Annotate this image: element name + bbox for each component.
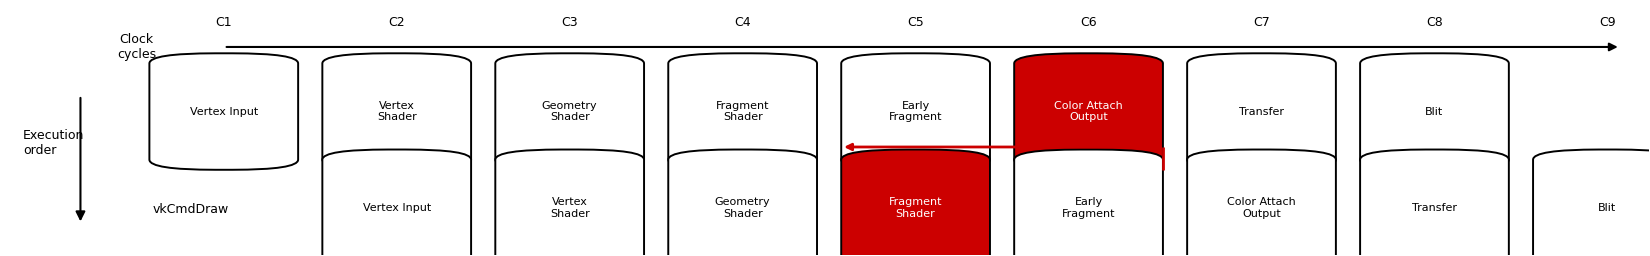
FancyBboxPatch shape (1015, 150, 1163, 256)
Text: Vertex
Shader: Vertex Shader (549, 197, 589, 219)
Text: Clock
cycles: Clock cycles (117, 33, 157, 61)
FancyBboxPatch shape (668, 150, 817, 256)
Text: Fragment
Shader: Fragment Shader (716, 101, 769, 122)
Text: Blit: Blit (1599, 203, 1617, 213)
FancyBboxPatch shape (1186, 53, 1336, 170)
Text: C1: C1 (216, 16, 233, 29)
Text: C7: C7 (1252, 16, 1270, 29)
Text: C3: C3 (561, 16, 577, 29)
Text: Early
Fragment: Early Fragment (1063, 197, 1115, 219)
FancyBboxPatch shape (842, 53, 990, 170)
Text: C4: C4 (734, 16, 751, 29)
Text: Color Attach
Output: Color Attach Output (1054, 101, 1124, 122)
Text: C5: C5 (908, 16, 924, 29)
FancyBboxPatch shape (495, 150, 644, 256)
FancyBboxPatch shape (1360, 150, 1508, 256)
Text: vkCmdDraw: vkCmdDraw (153, 105, 229, 118)
Text: Vertex
Shader: Vertex Shader (376, 101, 416, 122)
Text: C9: C9 (1599, 16, 1615, 29)
Text: Transfer: Transfer (1412, 203, 1457, 213)
Text: vkCmdDraw: vkCmdDraw (153, 202, 229, 216)
FancyBboxPatch shape (1533, 150, 1650, 256)
Text: C8: C8 (1426, 16, 1442, 29)
Text: Transfer: Transfer (1239, 106, 1284, 116)
Text: Blit: Blit (1426, 106, 1444, 116)
FancyBboxPatch shape (1186, 150, 1336, 256)
Text: Geometry
Shader: Geometry Shader (541, 101, 597, 122)
Text: Fragment
Shader: Fragment Shader (889, 197, 942, 219)
FancyBboxPatch shape (1015, 53, 1163, 170)
Text: C6: C6 (1081, 16, 1097, 29)
FancyBboxPatch shape (1360, 53, 1508, 170)
Text: Color Attach
Output: Color Attach Output (1228, 197, 1295, 219)
Text: Execution
order: Execution order (23, 129, 84, 157)
FancyBboxPatch shape (495, 53, 644, 170)
Text: Early
Fragment: Early Fragment (889, 101, 942, 122)
FancyBboxPatch shape (322, 150, 472, 256)
Text: Vertex Input: Vertex Input (363, 203, 431, 213)
FancyBboxPatch shape (668, 53, 817, 170)
FancyBboxPatch shape (842, 150, 990, 256)
FancyBboxPatch shape (322, 53, 472, 170)
FancyBboxPatch shape (150, 53, 299, 170)
Text: C2: C2 (388, 16, 404, 29)
Text: Vertex Input: Vertex Input (190, 106, 257, 116)
Text: Geometry
Shader: Geometry Shader (714, 197, 771, 219)
